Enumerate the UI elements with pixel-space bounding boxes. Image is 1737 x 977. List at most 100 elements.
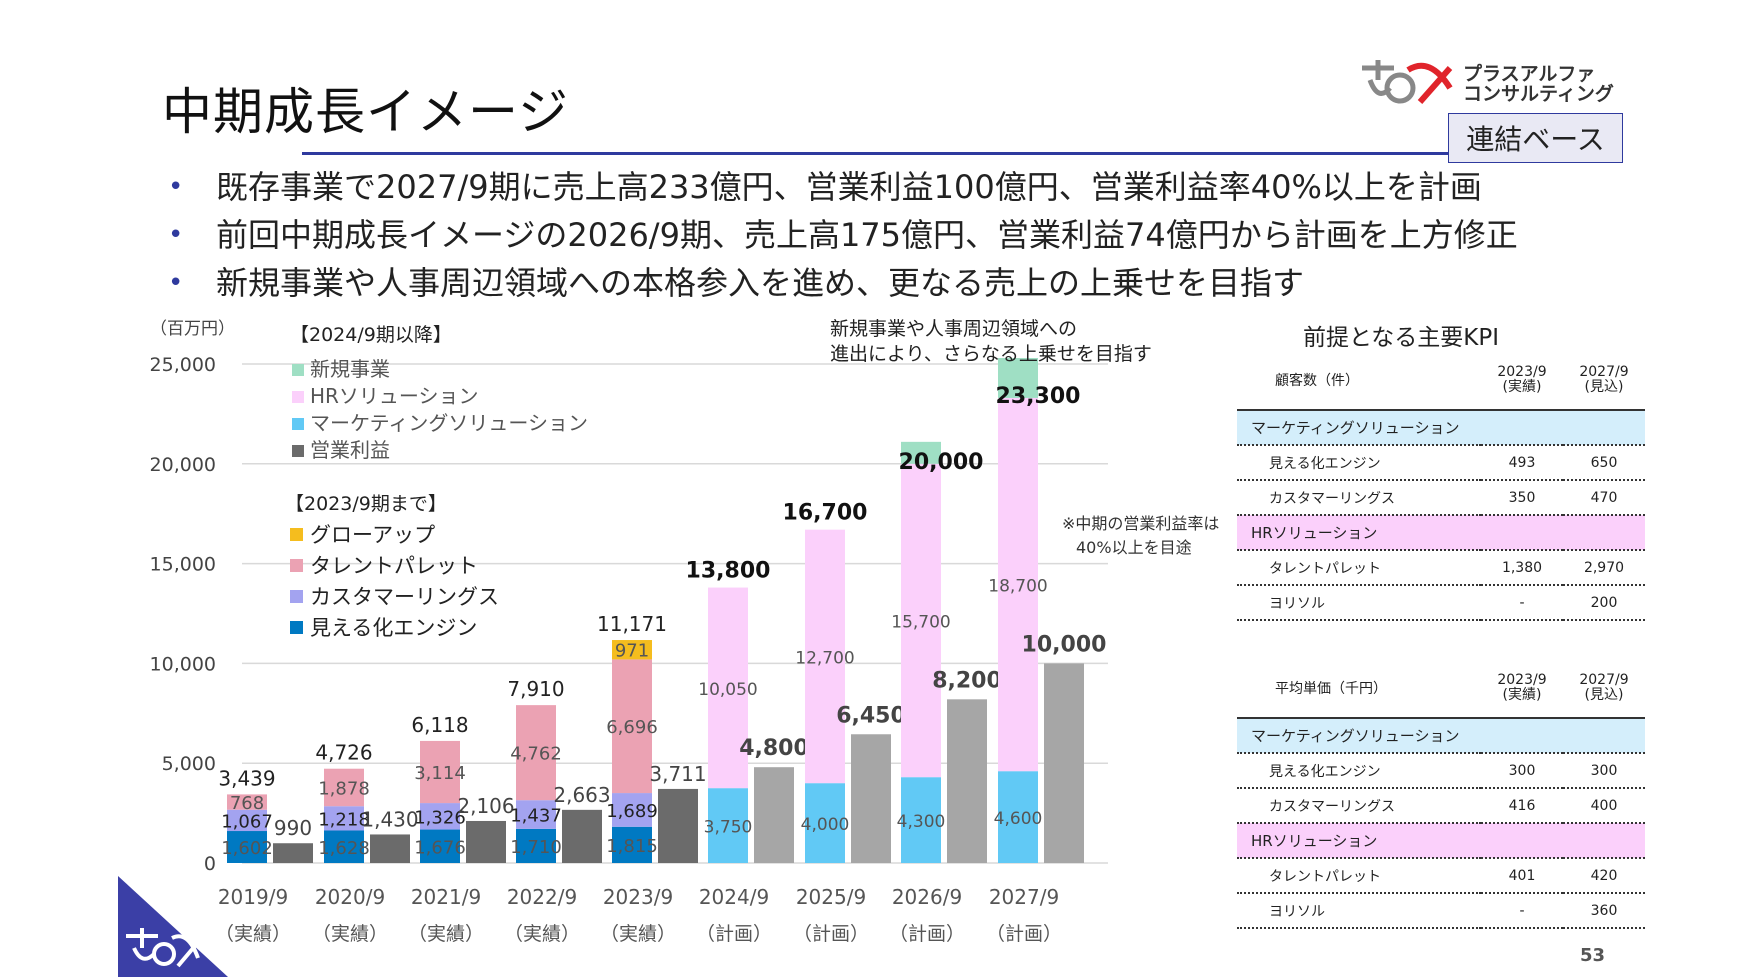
col-header: 2023/9 xyxy=(1497,672,1547,688)
data-label-mieru: 1,676 xyxy=(414,837,466,858)
data-label-operating-profit: 6,450 xyxy=(836,703,906,728)
row-value-2023: 416 xyxy=(1481,788,1563,824)
consolidated-basis-badge: 連結ベース xyxy=(1448,113,1623,163)
row-value-2023: 401 xyxy=(1481,858,1563,894)
data-label-talent: 4,762 xyxy=(510,744,562,765)
table-category-row: HRソリューション xyxy=(1237,515,1645,551)
row-value-2023: 1,380 xyxy=(1481,550,1563,586)
x-tick-status: （実績） xyxy=(408,923,484,945)
bar-mieru-engine xyxy=(612,826,652,863)
data-label-operating-profit: 2,106 xyxy=(457,794,514,818)
col-header-cell: 2027/9 (見込) xyxy=(1563,659,1645,719)
table-row: ヨリソル -360 xyxy=(1237,893,1645,929)
bar-grow-up xyxy=(612,640,652,660)
data-label-operating-profit: 3,711 xyxy=(649,762,706,786)
page-title: 中期成長イメージ xyxy=(162,83,569,141)
col-subheader: (見込) xyxy=(1584,379,1624,395)
bullet-list: 既存事業で2027/9期に売上高233億円、営業利益100億円、営業利益率40%… xyxy=(160,163,1518,307)
data-label-mieru: 1,815 xyxy=(606,836,658,857)
data-label-talent: 3,114 xyxy=(414,763,466,784)
data-label-total: 6,118 xyxy=(411,713,468,737)
legend-swatch xyxy=(292,391,304,403)
x-tick-status: （計画） xyxy=(889,923,965,945)
legend-label: 見える化エンジン xyxy=(310,616,477,640)
table-header-row: 平均単価（千円） 2023/9 (実績) 2027/9 (見込) xyxy=(1237,659,1645,719)
data-label-hr: 10,050 xyxy=(698,680,757,700)
bar-talent-palette xyxy=(516,705,556,801)
bar-operating-profit xyxy=(562,809,602,863)
legend-swatch xyxy=(290,528,303,541)
x-tick-label: 2019/9 xyxy=(218,885,288,909)
row-label: カスタマーリングス xyxy=(1237,788,1481,824)
col-subheader: (実績) xyxy=(1502,379,1542,395)
data-label-talent: 1,878 xyxy=(318,778,370,799)
row-value-2027: 300 xyxy=(1563,753,1645,789)
x-tick-label: 2022/9 xyxy=(507,885,577,909)
row-label: ヨリソル xyxy=(1237,893,1481,929)
legend-header-old: 【2023/9期まで】 xyxy=(285,493,447,515)
bar-talent-palette xyxy=(324,768,364,807)
company-name-line2: コンサルティング xyxy=(1463,83,1614,105)
kpi-price-table: 平均単価（千円） 2023/9 (実績) 2027/9 (見込) マーケティングソリューシ… xyxy=(1237,659,1645,929)
legend-label: タレントパレット xyxy=(310,554,478,578)
bar-talent-palette xyxy=(612,659,652,794)
x-tick-status: （実績） xyxy=(312,923,388,945)
row-value-2027: 200 xyxy=(1563,585,1645,621)
data-label-operating-profit: 8,200 xyxy=(932,668,1002,693)
col-header: 2027/9 xyxy=(1579,364,1629,380)
legend-label: マーケティングソリューション xyxy=(310,411,588,435)
row-label: カスタマーリングス xyxy=(1237,480,1481,516)
bar-operating-profit xyxy=(851,734,891,863)
bar-operating-profit xyxy=(273,843,313,863)
footnote-text: ※中期の営業利益率は xyxy=(1062,514,1219,533)
bar-operating-profit xyxy=(754,767,794,863)
row-value-2027: 650 xyxy=(1563,445,1645,481)
bar-hr-solution xyxy=(708,587,748,789)
title-divider xyxy=(302,152,1622,155)
category-label: マーケティングソリューション xyxy=(1237,410,1645,446)
bar-operating-profit xyxy=(1044,663,1084,863)
table-category-row: マーケティングソリューション xyxy=(1237,718,1645,754)
bar-mieru-engine xyxy=(227,831,267,863)
data-label-total: 7,910 xyxy=(507,677,564,701)
bar-mieru-engine xyxy=(324,830,364,863)
data-label-marketing: 4,300 xyxy=(897,812,946,832)
bar-customer-rings xyxy=(324,806,364,831)
x-tick-status: （計画） xyxy=(793,923,869,945)
bar-operating-profit xyxy=(947,699,987,863)
table-category-row: HRソリューション xyxy=(1237,823,1645,859)
legend-label: グローアップ xyxy=(310,523,435,547)
data-label-hr: 12,700 xyxy=(795,648,854,668)
data-label-total: 11,171 xyxy=(597,612,667,636)
bar-new-business xyxy=(901,441,941,464)
legend-swatch xyxy=(290,559,303,572)
bar-hr-solution xyxy=(998,397,1038,772)
bullet-item: 前回中期成長イメージの2026/9期、売上高175億円、営業利益74億円から計画… xyxy=(160,211,1518,259)
x-tick-label: 2025/9 xyxy=(796,885,866,909)
company-name-line1: プラスアルファ xyxy=(1463,63,1596,85)
table-row: ヨリソル -200 xyxy=(1237,585,1645,621)
row-value-2027: 420 xyxy=(1563,858,1645,894)
data-label-total: 23,300 xyxy=(996,384,1081,409)
bar-operating-profit xyxy=(658,788,698,863)
corner-logo-icon xyxy=(118,876,228,977)
data-label-operating-profit: 2,663 xyxy=(553,783,610,807)
bar-marketing-solution xyxy=(708,788,748,863)
bar-mieru-engine xyxy=(516,828,556,863)
page-number: 53 xyxy=(1580,945,1606,966)
row-label: 見える化エンジン xyxy=(1237,445,1481,481)
data-label-total: 3,439 xyxy=(218,766,275,790)
category-label: HRソリューション xyxy=(1237,515,1645,551)
company-name: プラスアルファ コンサルティング xyxy=(1463,64,1614,104)
col-header-cell: 2023/9 (実績) xyxy=(1481,659,1563,719)
bar-customer-rings xyxy=(227,809,267,832)
data-label-operating-profit: 10,000 xyxy=(1022,632,1107,657)
data-label-talent: 6,696 xyxy=(606,717,658,738)
bar-hr-solution xyxy=(805,529,845,784)
col-header-cell: 2027/9 (見込) xyxy=(1563,351,1645,411)
col-subheader: (見込) xyxy=(1584,687,1624,703)
bar-customer-rings xyxy=(516,800,556,829)
x-tick-status: （計画） xyxy=(986,923,1062,945)
legend-swatch xyxy=(290,590,303,603)
data-label-total: 4,726 xyxy=(315,741,372,765)
